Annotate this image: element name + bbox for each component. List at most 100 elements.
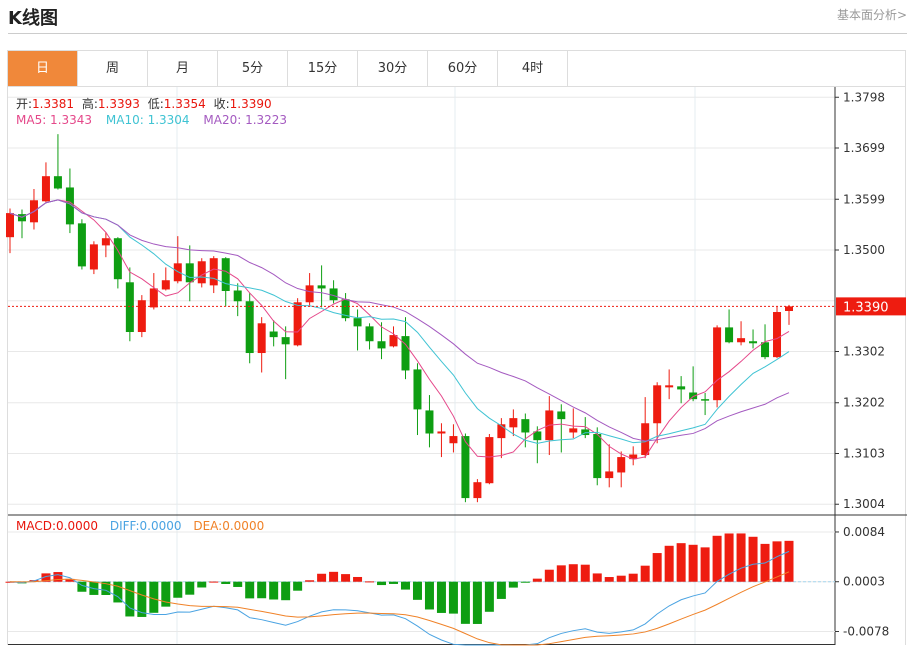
candle-body (6, 213, 14, 238)
tab-day[interactable]: 日 (8, 51, 78, 86)
candle (665, 369, 674, 400)
tab-month[interactable]: 月 (148, 51, 218, 86)
candle-body (269, 331, 278, 338)
macd-bar (688, 544, 698, 582)
candle (269, 320, 278, 347)
candle-body (629, 454, 638, 460)
y-tick-label: 1.3798 (843, 90, 885, 104)
dea-value: DEA:0.0000 (193, 519, 265, 533)
tab-5min[interactable]: 5分 (218, 51, 288, 86)
candle (377, 322, 386, 360)
candle-body (353, 318, 362, 327)
fundamental-analysis-link[interactable]: 基本面分析> (836, 8, 907, 22)
macd-bar (77, 581, 87, 592)
macd-bar (436, 581, 446, 613)
macd-bar (305, 580, 315, 582)
ohlc-legend: 开:1.3381 高:1.3393 低:1.3354 收:1.3390 (16, 95, 276, 112)
tab-60min[interactable]: 60分 (428, 51, 498, 86)
candle (197, 258, 206, 288)
macd-bar (532, 578, 542, 582)
candle-body (401, 336, 410, 371)
candle-body (569, 428, 578, 433)
candle-body (581, 429, 590, 436)
macd-bar (149, 581, 159, 613)
macd-bar (712, 535, 722, 582)
candle (413, 363, 422, 436)
candle (509, 409, 518, 437)
candle-body (341, 299, 350, 319)
macd-bar (137, 581, 147, 617)
candle (401, 317, 410, 380)
candle (41, 162, 50, 204)
candle (617, 451, 626, 488)
candle-body (293, 302, 302, 346)
candle (629, 446, 638, 466)
macd-bar (724, 533, 734, 582)
candle (593, 427, 602, 486)
candle-body (785, 306, 793, 311)
candle-body (197, 261, 206, 284)
tab-4hour[interactable]: 4时 (498, 51, 568, 86)
macd-legend: MACD:0.0000 DIFF:0.0000 DEA:0.0000 (16, 519, 268, 533)
macd-bar (544, 569, 554, 582)
high-value: 1.3393 (97, 97, 140, 111)
y-tick-label: 1.3004 (843, 497, 885, 511)
candle (713, 325, 722, 408)
candle-body (41, 176, 50, 202)
candle-body (773, 312, 782, 358)
candle (137, 295, 146, 338)
y-tick-label: 1.3202 (843, 396, 885, 410)
macd-bar (520, 581, 530, 583)
ma5-value: MA5: 1.3343 (16, 113, 93, 127)
tab-30min[interactable]: 30分 (358, 51, 428, 86)
candle (749, 329, 758, 349)
candle-body (437, 431, 446, 434)
low-value: 1.3354 (163, 97, 206, 111)
candle-body (257, 323, 266, 354)
macd-bar (377, 581, 387, 586)
macd-tick-label: 0.0084 (843, 525, 885, 539)
macd-bar (628, 573, 638, 582)
high-label: 高: (81, 97, 98, 111)
candle (653, 382, 662, 444)
candle-body (65, 187, 74, 225)
candle (725, 309, 734, 344)
candle-body (149, 288, 158, 308)
macd-bar (508, 581, 518, 588)
macd-bar (676, 543, 686, 582)
y-tick-label: 1.3599 (843, 192, 885, 206)
candle-body (605, 471, 614, 479)
candle (533, 426, 542, 464)
candle-body (185, 263, 194, 283)
tab-15min[interactable]: 15分 (288, 51, 358, 86)
macd-bar (245, 581, 255, 599)
candle (641, 397, 650, 459)
macd-bar (652, 553, 662, 582)
macd-bar (257, 581, 267, 599)
tab-week[interactable]: 周 (78, 51, 148, 86)
macd-bar (269, 581, 279, 600)
candle-body (737, 338, 746, 343)
candle (389, 326, 398, 348)
candle-body (473, 482, 482, 499)
candle-body (485, 437, 494, 484)
candle (689, 366, 698, 402)
low-label: 低: (147, 97, 164, 111)
candle (581, 417, 590, 439)
candle (209, 256, 218, 294)
ma20-value: MA20: 1.3223 (203, 113, 288, 127)
y-tick-label: 1.3302 (843, 344, 885, 358)
candle-body (173, 263, 182, 282)
candle (161, 267, 170, 291)
candle (245, 293, 254, 364)
macd-bar (197, 581, 207, 588)
candle-body (413, 369, 422, 410)
macd-bar (353, 576, 363, 582)
candle (221, 257, 230, 307)
candle (53, 134, 62, 190)
candle (281, 326, 290, 380)
candle-body (497, 424, 506, 439)
candle (233, 283, 242, 317)
candle-body (209, 258, 218, 286)
